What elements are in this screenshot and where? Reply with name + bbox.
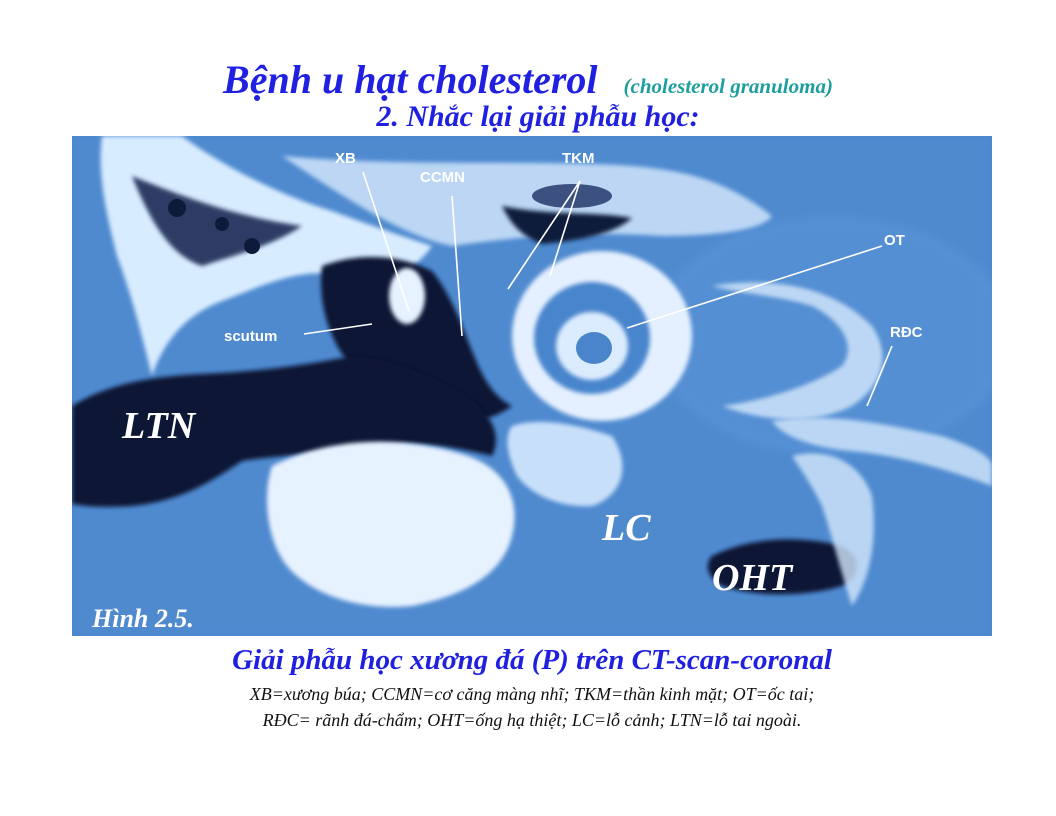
- slide-title-row: Bệnh u hạt cholesterol (cholesterol granu…: [0, 56, 1056, 103]
- pointer-lines: [303, 171, 893, 407]
- label-xb: XB: [335, 150, 356, 167]
- ct-scan-drawing: [72, 136, 992, 636]
- label-oht: OHT: [712, 557, 793, 599]
- label-tkm: TKM: [562, 150, 595, 167]
- label-scutum: scutum: [224, 328, 278, 345]
- label-ccmn: CCMN: [420, 169, 465, 186]
- slide-title: Bệnh u hạt cholesterol: [223, 57, 598, 102]
- label-ltn: LTN: [122, 405, 196, 447]
- caption-title: Giải phẫu học xương đá (P) trên CT-scan-…: [232, 644, 832, 676]
- slide-subtitle: 2. Nhắc lại giải phẫu học:: [376, 100, 700, 133]
- caption-legend-line-1: XB=xương búa; CCMN=cơ căng màng nhĩ; TKM…: [249, 684, 815, 704]
- figure-caption: Giải phẫu học xương đá (P) trên CT-scan-…: [72, 636, 992, 748]
- label-rdc: RĐC: [890, 324, 923, 341]
- slide-title-note: (cholesterol granuloma): [623, 74, 833, 98]
- caption-legend-line-2: RĐC= rãnh đá-chẩm; OHT=ống hạ thiệt; LC=…: [262, 710, 802, 730]
- figure-number: Hình 2.5.: [92, 604, 194, 633]
- ct-scan-image: XB CCMN TKM OT RĐC scutum LTN LC OHT Hìn…: [72, 136, 992, 636]
- label-lc: LC: [602, 507, 651, 549]
- label-ot: OT: [884, 232, 905, 249]
